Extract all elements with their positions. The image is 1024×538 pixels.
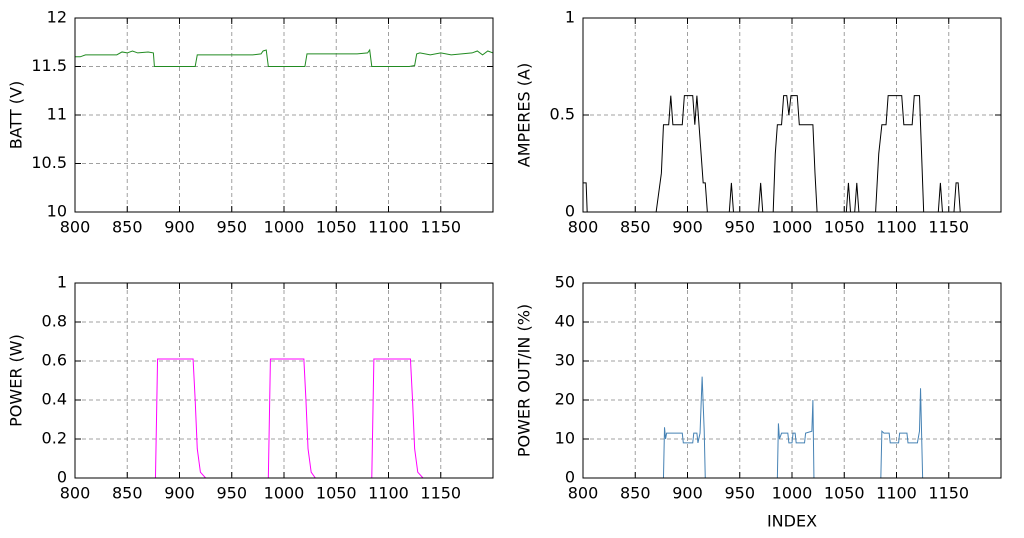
x-tick-label: 1000 [264, 484, 305, 503]
x-tick-label: 1150 [928, 218, 969, 237]
y-tick-label: 1 [57, 273, 67, 292]
y-tick-label: 0 [565, 202, 575, 221]
x-tick-label: 950 [216, 218, 247, 237]
x-tick-label: 1050 [824, 218, 865, 237]
x-tick-label: 800 [60, 484, 91, 503]
y-axis-label: POWER OUT/IN (%) [515, 304, 534, 457]
x-tick-label: 1050 [316, 218, 357, 237]
y-tick-label: 50 [555, 273, 575, 292]
x-tick-label: 1000 [772, 484, 813, 503]
data-line [583, 376, 1001, 479]
y-tick-label: 0.5 [550, 105, 575, 124]
y-tick-label: 30 [555, 351, 575, 370]
x-tick-label: 850 [112, 218, 143, 237]
x-tick-label: 800 [60, 218, 91, 237]
plot-frame [582, 17, 1002, 213]
plot-frame [582, 282, 1002, 479]
data-line [583, 95, 1001, 213]
x-tick-label: 1100 [368, 484, 409, 503]
x-tick-label: 950 [216, 484, 247, 503]
panel: 0 10 20 30 40 50 800 850 900 950 1000 1050 1100 1150 P… [515, 273, 1002, 531]
y-axis-label: AMPERES (A) [515, 63, 534, 167]
x-tick-label: 800 [568, 218, 599, 237]
x-tick-label: 800 [568, 484, 599, 503]
x-tick-label: 1100 [368, 218, 409, 237]
plot-frame [74, 282, 494, 479]
y-tick-label: 0.2 [42, 429, 67, 448]
x-tick-label: 850 [112, 484, 143, 503]
y-tick-label: 10 [555, 429, 575, 448]
x-axis-label: INDEX [767, 512, 817, 531]
y-tick-label: 0.8 [42, 312, 67, 331]
x-tick-label: 1000 [772, 218, 813, 237]
panel: 10 10.5 11 11.5 12 800 850 900 950 1000 1050 1100 11… [7, 8, 494, 237]
plot-frame [74, 17, 494, 213]
y-tick-label: 11 [47, 105, 67, 124]
y-tick-label: 0.4 [42, 390, 67, 409]
x-tick-label: 950 [724, 218, 755, 237]
y-tick-label: 0 [57, 468, 67, 487]
x-tick-label: 1100 [876, 218, 917, 237]
y-tick-label: 1 [565, 8, 575, 27]
x-tick-label: 850 [620, 484, 651, 503]
y-tick-label: 10.5 [31, 153, 67, 172]
x-tick-label: 1150 [928, 484, 969, 503]
y-tick-label: 11.5 [31, 56, 67, 75]
x-tick-label: 900 [672, 218, 703, 237]
x-tick-label: 950 [724, 484, 755, 503]
y-tick-label: 0.6 [42, 351, 67, 370]
y-tick-label: 20 [555, 390, 575, 409]
x-tick-label: 850 [620, 218, 651, 237]
y-axis-label: BATT (V) [7, 81, 26, 149]
x-tick-label: 900 [672, 484, 703, 503]
x-tick-label: 900 [164, 218, 195, 237]
x-tick-label: 1150 [420, 218, 461, 237]
x-tick-label: 900 [164, 484, 195, 503]
data-line [75, 358, 493, 479]
y-tick-label: 0 [565, 468, 575, 487]
y-tick-label: 40 [555, 312, 575, 331]
y-tick-label: 12 [47, 8, 67, 27]
x-tick-label: 1000 [264, 218, 305, 237]
x-tick-label: 1050 [316, 484, 357, 503]
panel: 0 0.2 0.4 0.6 0.8 1 800 850 900 950 1000 1050 1100 11… [7, 273, 494, 503]
x-tick-label: 1100 [876, 484, 917, 503]
x-tick-label: 1050 [824, 484, 865, 503]
panel: 0 0.5 1 800 850 900 950 1000 1050 1100 1150 AMPERES… [515, 8, 1002, 237]
data-line [75, 48, 494, 67]
y-axis-label: POWER (W) [7, 334, 26, 427]
y-tick-label: 10 [47, 202, 67, 221]
x-tick-label: 1150 [420, 484, 461, 503]
